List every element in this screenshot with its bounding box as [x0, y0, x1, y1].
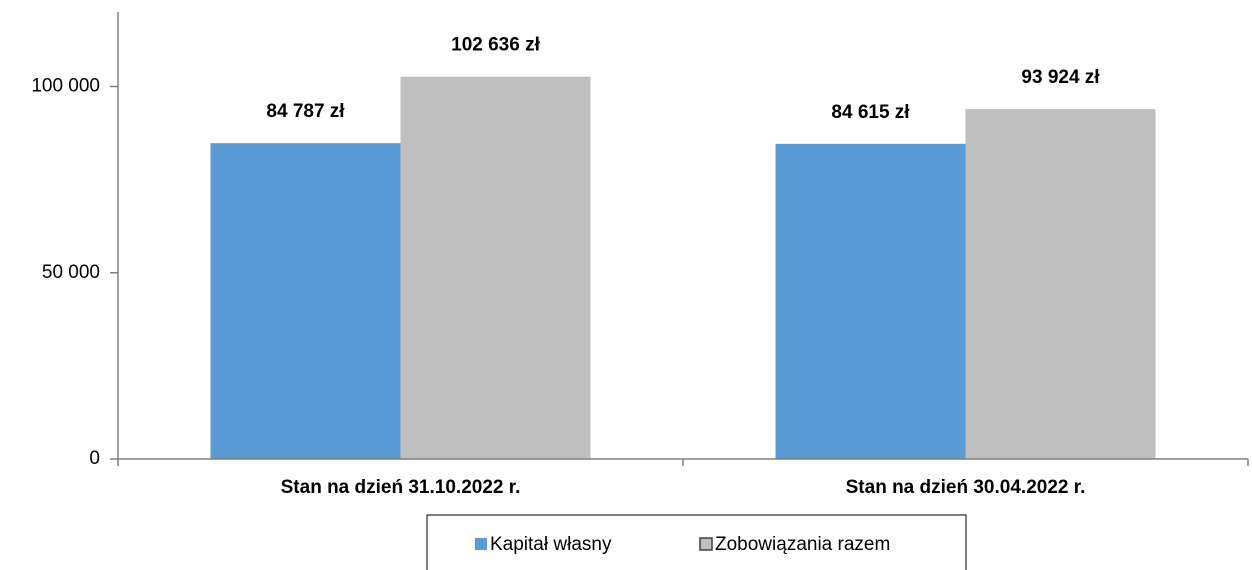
y-tick-label: 100 000: [31, 76, 100, 97]
data-label: 84 615 zł: [831, 102, 910, 123]
legend-label: Zobowiązania razem: [715, 534, 890, 555]
legend-swatch: [699, 537, 713, 551]
x-tick-label: Stan na dzień 30.04.2022 r.: [846, 477, 1086, 498]
data-label: 102 636 zł: [451, 35, 540, 56]
bar: [400, 76, 591, 459]
data-label: 84 787 zł: [266, 101, 345, 122]
legend-swatch: [475, 538, 487, 550]
legend-box: [426, 514, 967, 570]
y-tick-label: 0: [89, 448, 100, 469]
bar: [775, 143, 966, 459]
legend-label: Kapitał własny: [490, 534, 612, 555]
bar: [965, 109, 1156, 459]
data-label: 93 924 zł: [1021, 67, 1100, 88]
bar: [210, 143, 401, 459]
y-tick-label: 50 000: [42, 262, 100, 283]
x-tick-label: Stan na dzień 31.10.2022 r.: [281, 477, 521, 498]
